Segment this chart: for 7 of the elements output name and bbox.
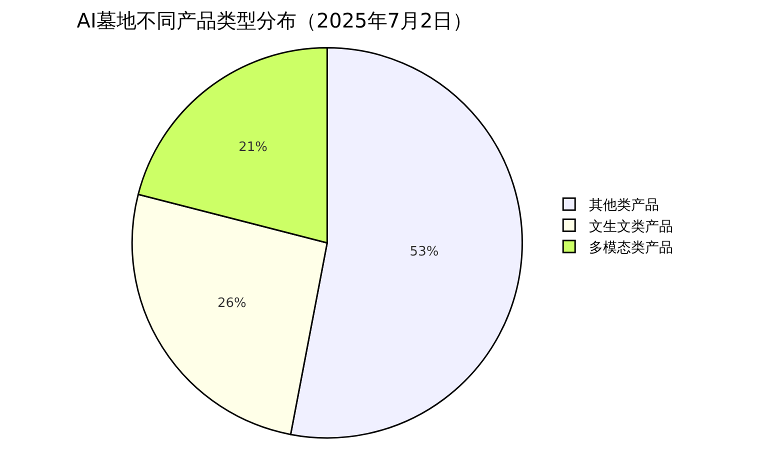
data-label: 53%: [410, 244, 439, 260]
chart-title: AI墓地不同产品类型分布（2025年7月2日）: [76, 8, 473, 33]
legend-label: 文生文类产品: [589, 218, 674, 235]
data-label: 21%: [238, 140, 268, 155]
legend-label: 其他类产品: [589, 198, 660, 214]
data-label: 26%: [217, 296, 246, 311]
legend-label: 多模态类产品: [589, 240, 674, 256]
